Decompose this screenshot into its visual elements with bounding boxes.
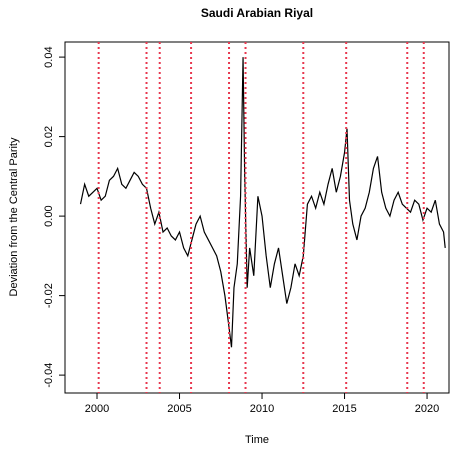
x-tick-label: 2015: [332, 403, 356, 415]
y-tick-label: 0.00: [43, 205, 55, 226]
chart-title: Saudi Arabian Riyal: [201, 6, 313, 20]
y-axis-label: Deviation from the Central Parity: [8, 137, 20, 296]
x-tick-label: 2020: [415, 403, 439, 415]
y-tick-label: -0.04: [43, 363, 55, 388]
x-tick-label: 2005: [167, 403, 191, 415]
y-tick-label: 0.04: [43, 46, 55, 67]
x-tick-label: 2010: [250, 403, 274, 415]
y-tick-label: 0.02: [43, 126, 55, 147]
y-tick-label: -0.02: [43, 283, 55, 308]
series-line: [79, 57, 446, 348]
x-axis-label: Time: [245, 434, 269, 446]
x-tick-label: 2000: [85, 403, 109, 415]
